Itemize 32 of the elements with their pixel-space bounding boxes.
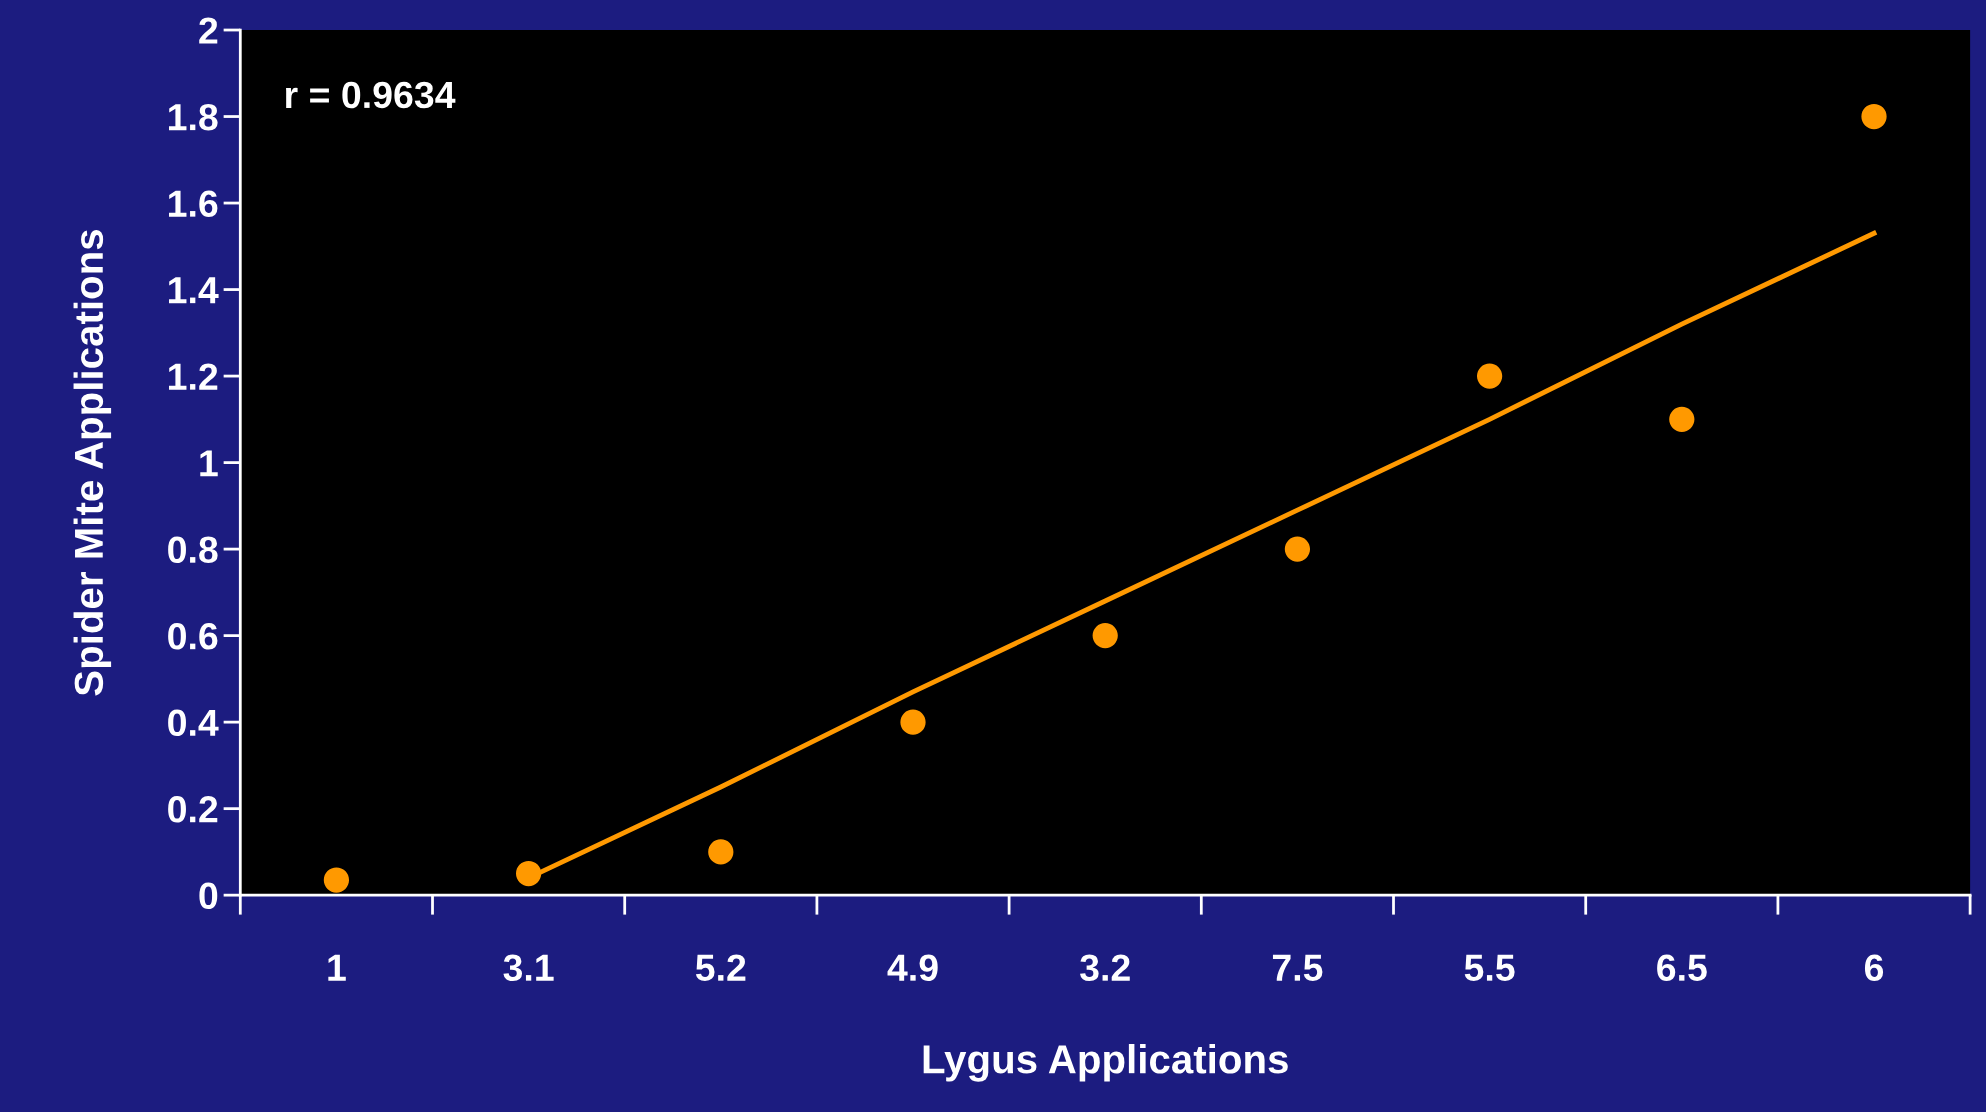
y-tick-label: 1.6 xyxy=(169,190,218,218)
point xyxy=(515,860,542,887)
x-tick-label: 3.1 xyxy=(503,954,554,982)
x-axis-title: Lygus Applications xyxy=(923,1044,1288,1082)
y-tick-label: 0.6 xyxy=(168,623,218,650)
y-tick-label: 1.4 xyxy=(169,277,219,304)
point xyxy=(1284,536,1311,562)
x-tick-label: 4.9 xyxy=(887,954,938,982)
x-tick-label: 5.2 xyxy=(695,954,746,982)
annotation: r = 0.9634 xyxy=(286,81,456,109)
x-tick-label: 6.5 xyxy=(1657,954,1707,982)
x-tick-label: 6 xyxy=(1864,954,1884,982)
point xyxy=(900,709,926,735)
y-tick-label: 1.2 xyxy=(169,363,218,390)
y-tick-label: 1.8 xyxy=(169,103,218,131)
x-tick-label: 1 xyxy=(328,954,346,981)
point xyxy=(708,839,734,865)
point xyxy=(1861,103,1887,130)
y-tick-label: 0 xyxy=(199,882,218,910)
point xyxy=(1092,623,1118,649)
y-tick-label: 0.4 xyxy=(168,709,219,737)
point xyxy=(1669,406,1695,432)
y-tick-label: 2 xyxy=(199,17,218,44)
y-tick-label: 0.8 xyxy=(168,536,218,564)
y-axis-title: Spider Mite Applications xyxy=(73,230,112,696)
x-tick-label: 5.5 xyxy=(1464,954,1515,982)
point xyxy=(323,867,350,893)
x-tick-label: 3.2 xyxy=(1080,954,1130,982)
x-tick-label: 7.5 xyxy=(1272,954,1323,982)
y-tick-label: 1 xyxy=(200,450,218,477)
y-tick-label: 0.2 xyxy=(168,796,218,823)
point xyxy=(1477,363,1503,389)
